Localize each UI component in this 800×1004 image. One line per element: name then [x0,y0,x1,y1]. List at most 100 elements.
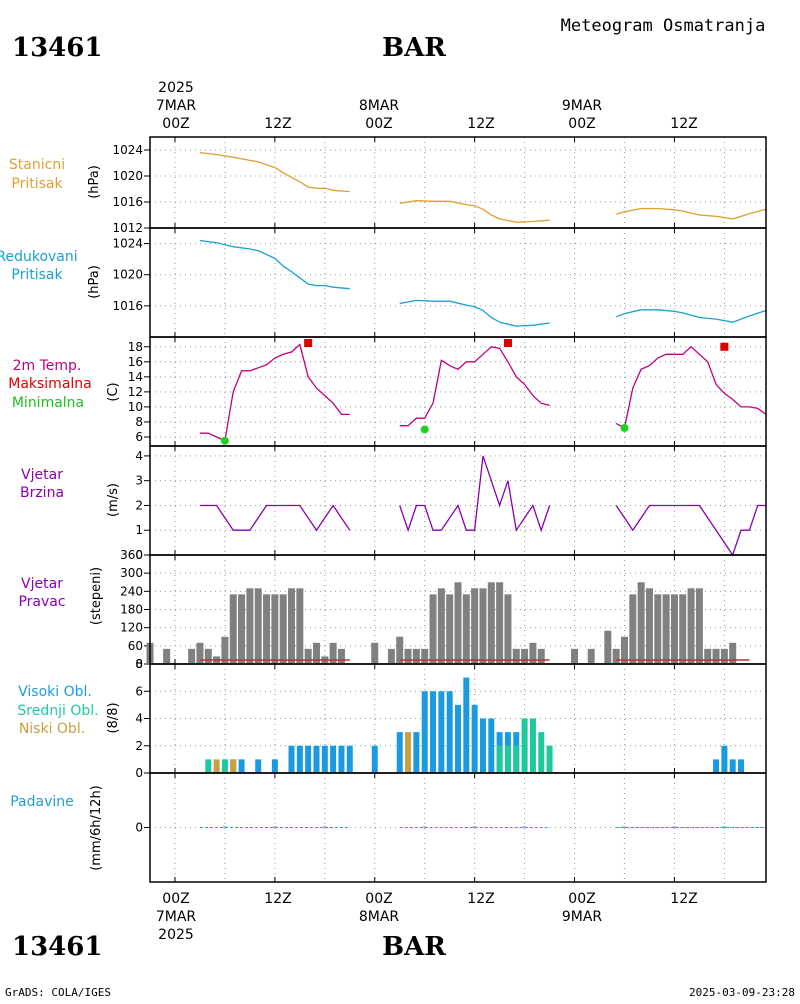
unit-label: (m/s) [106,483,121,517]
direction-bar [537,648,545,663]
y-tick-label: 6 [135,684,143,698]
label-station-pressure: Stanicni Pritisak (hPa) [9,157,102,199]
series-line [616,207,767,220]
series-line [199,504,351,532]
y-tick-label: 1012 [112,221,143,235]
direction-bar [371,642,379,663]
direction-bar [271,594,279,663]
cloud-bar [321,745,328,773]
top-date-1: 7MAR [156,98,197,114]
label-precip: Padavine (mm/6h/12h) [10,785,104,871]
direction-bar [429,594,437,663]
direction-bar [329,642,337,663]
y-tick-label: 16 [128,355,143,369]
series-line [615,504,766,557]
max-temp-marker [720,342,729,351]
panel-frame [149,772,767,883]
series-line [399,455,551,533]
bottom-date-3: 9MAR [562,909,603,925]
cloud-bar [455,704,461,773]
precip-bar [472,826,477,828]
direction-bar [720,648,728,663]
panel-clouds: 8 6 4 2 0 [135,657,767,780]
cloud-bar [346,745,353,773]
precip-bar [722,826,727,828]
unit-label: (C) [106,382,121,401]
panel-label: Pritisak [11,176,63,192]
panel-frame [149,136,767,229]
direction-bar [729,642,737,663]
bottom-year: 2025 [158,927,194,943]
cloud-bar [396,732,403,773]
y-tick-label: 0 [135,766,143,780]
label-temperature: 2m Temp. Maksimalna Minimalna (C) [8,358,121,411]
cloud-bar [496,745,503,773]
panel-label: Pritisak [11,267,63,283]
cloud-bar [521,718,528,773]
label-reduced-pressure: Redukovani Pritisak (hPa) [0,249,102,299]
direction-bar [521,648,529,663]
y-tick-label: 360 [120,548,143,562]
panel-label: Pravac [18,594,65,610]
direction-bar [196,642,204,663]
direction-bar [404,648,412,663]
direction-bar [670,594,678,663]
y-tick-label: 4 [135,449,143,463]
top-date-2: 8MAR [359,98,400,114]
y-tick-label: 240 [120,584,143,598]
y-tick-label: 1016 [112,195,143,209]
direction-bar [437,588,445,663]
cloud-bar [338,745,345,773]
cloud-bar [296,745,303,773]
cloud-bar [230,759,237,773]
y-tick-label: 2 [135,498,143,512]
direction-bar [421,648,429,663]
max-temp-marker [503,339,512,348]
direction-bar [304,648,312,663]
cloud-bar [221,759,228,773]
direction-bar [288,588,296,663]
y-tick-label: 8 [135,415,143,429]
cloud-bar [421,691,428,773]
panel-label: Visoki Obl. [18,684,92,700]
panel-label: Niski Obl. [19,721,85,737]
direction-bar [529,642,537,663]
cloud-bar [738,759,745,773]
y-tick-label: 1 [135,523,143,537]
direction-bar [620,636,628,663]
direction-bar [479,588,487,663]
panel-label: Brzina [20,485,64,501]
cloud-bar [488,718,495,773]
direction-bar [254,588,262,663]
cloud-bar [546,745,553,773]
cloud-bar [430,691,437,773]
bottom-tick-label: 00Z [568,891,595,907]
bottom-date-1: 7MAR [156,909,197,925]
precip-bar [672,826,677,828]
cloud-bar [729,759,736,773]
unit-label: (stepeni) [89,567,104,625]
label-wind-speed: Vjetar Brzina (m/s) [20,467,121,517]
series-line [399,200,550,223]
y-tick-label: 1016 [112,299,143,313]
precip-bar [622,826,627,828]
direction-bar [337,648,345,663]
y-tick-label: 1024 [112,143,143,157]
series-line [199,151,350,193]
meteogram-title: Meteogram Osmatranja [561,16,766,36]
panel-label: Minimalna [12,395,84,411]
panel-station_pressure: 1024 1020 1016 1012 [112,136,767,235]
direction-bar [246,588,254,663]
series-line [399,346,550,427]
station-id-top: 13461 [12,33,102,63]
direction-bar [396,636,404,663]
unit-label: (mm/6h/12h) [89,785,104,871]
direction-bar [462,594,470,663]
cloud-bar [463,677,470,773]
direction-bar [512,648,520,663]
panel-label: Srednji Obl. [17,703,98,719]
panel-label: Maksimalna [8,376,92,392]
direction-bar [446,594,454,663]
y-tick-label: 60 [128,639,143,653]
